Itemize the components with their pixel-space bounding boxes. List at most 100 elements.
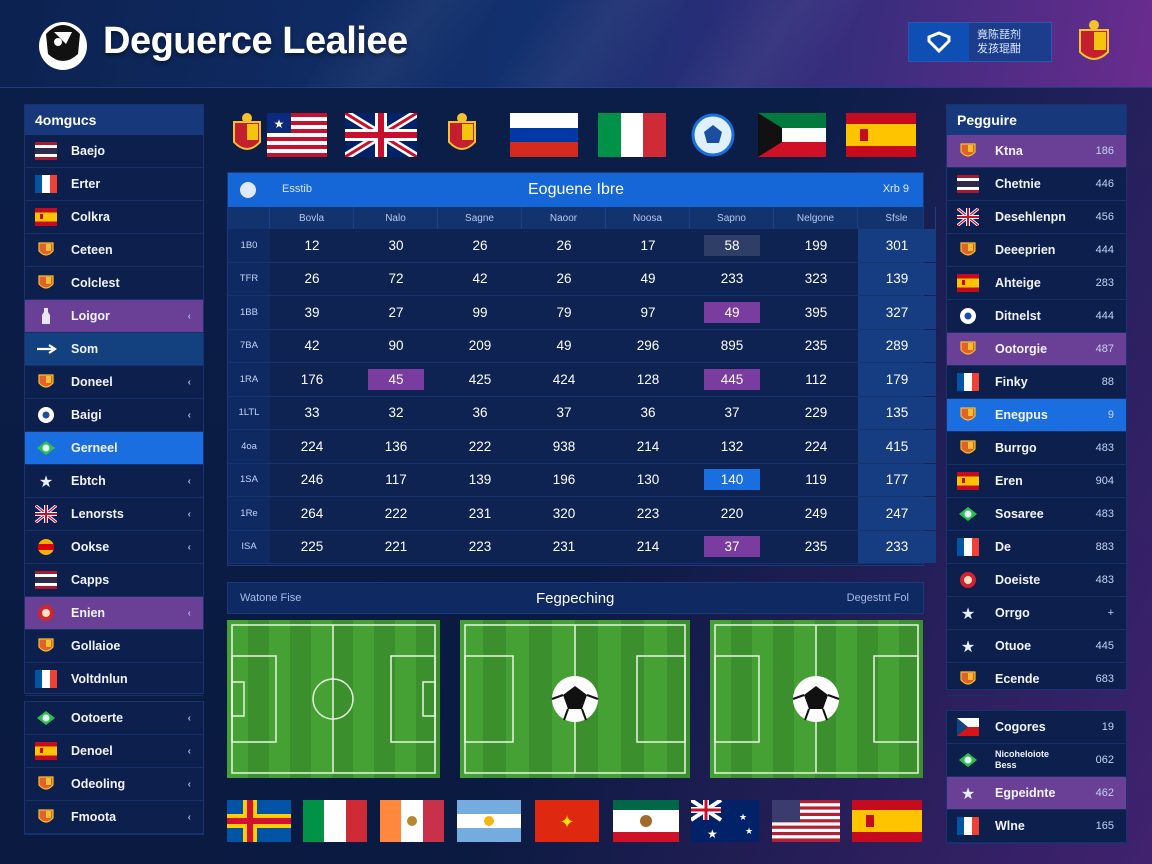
flag-aland-icon[interactable]	[227, 800, 291, 842]
table-column-header[interactable]: Sapno	[690, 207, 774, 229]
table-row[interactable]: 1RA 176 45 425 424 128 445 112 179	[228, 363, 936, 397]
sidebar-item[interactable]: ★ Orrgo +	[947, 597, 1126, 630]
flag-italy-icon[interactable]	[598, 113, 666, 157]
sidebar-item[interactable]: Odeoling ‹	[25, 768, 203, 801]
flag-china-icon[interactable]: ✦	[535, 800, 599, 842]
table-column-header[interactable]: Nelgone	[774, 207, 858, 229]
flag-liberia-icon[interactable]: ★	[267, 113, 327, 157]
sidebar-item[interactable]: Wlne 165	[947, 810, 1126, 843]
sidebar-item[interactable]: Ootoerte ‹	[25, 702, 203, 735]
sidebar-item[interactable]: Nicoheloiote Bess 062	[947, 744, 1126, 777]
chevron-left-icon[interactable]: ‹	[187, 475, 191, 487]
language-selector[interactable]: 竟陈琵剂 发孩琨酣	[908, 22, 1052, 62]
table-column-header[interactable]	[228, 207, 270, 229]
flag-usa-icon[interactable]	[772, 800, 840, 842]
chevron-left-icon[interactable]: ‹	[187, 745, 191, 757]
sidebar-item[interactable]: Colclest	[25, 267, 203, 300]
sidebar-item[interactable]: Cogores 19	[947, 711, 1126, 744]
sidebar-item[interactable]: Ecende 683	[947, 663, 1126, 696]
table-row[interactable]: 1SA 246 117 139 196 130 140 119 177	[228, 463, 936, 497]
sidebar-item[interactable]: Denoel ‹	[25, 735, 203, 768]
sidebar-item[interactable]: Ktna 186	[947, 135, 1126, 168]
table-row[interactable]: 1BB 39 27 99 79 97 49 395 327	[228, 296, 936, 330]
flag-spain-icon[interactable]	[846, 113, 916, 157]
sidebar-item[interactable]: Voltdnlun	[25, 663, 203, 696]
sidebar-item[interactable]: Colkra	[25, 201, 203, 234]
sidebar-item[interactable]: Lenorsts ‹	[25, 498, 203, 531]
flag-mexico-icon[interactable]	[613, 800, 679, 842]
flag-argentina-icon[interactable]	[457, 800, 521, 842]
chevron-left-icon[interactable]: ‹	[187, 310, 191, 322]
flag-uk-icon[interactable]	[345, 113, 417, 157]
chevron-left-icon[interactable]: ‹	[187, 607, 191, 619]
sidebar-item[interactable]: Fmoota ‹	[25, 801, 203, 834]
spain-crest-icon[interactable]	[230, 112, 264, 158]
sidebar-item[interactable]: Doeiste 483	[947, 564, 1126, 597]
table-column-header[interactable]: Sagne	[438, 207, 522, 229]
table-row[interactable]: TFR 26 72 42 26 49 233 323 139	[228, 262, 936, 296]
spain-crest-icon[interactable]	[445, 112, 479, 158]
sidebar-item[interactable]: De 883	[947, 531, 1126, 564]
flag-russia-icon[interactable]	[510, 113, 578, 157]
sidebar-item[interactable]: Doneel ‹	[25, 366, 203, 399]
sidebar-item[interactable]: ★ Ebtch ‹	[25, 465, 203, 498]
sidebar-item[interactable]: Baejo	[25, 135, 203, 168]
table-row[interactable]: 1Re 264 222 231 320 223 220 249 247	[228, 497, 936, 531]
sidebar-item[interactable]: Sosaree 483	[947, 498, 1126, 531]
logo-icon[interactable]	[36, 14, 90, 72]
sidebar-item[interactable]: Ookse ‹	[25, 531, 203, 564]
pitch-bar-right[interactable]: Degestnt Fol	[846, 592, 909, 604]
pitch-field-1[interactable]	[227, 620, 440, 778]
table-row[interactable]: 7BA 42 90 209 49 296 895 235 289	[228, 329, 936, 363]
ball-badge-icon[interactable]	[690, 112, 736, 158]
sidebar-item[interactable]: Gerneel	[25, 432, 203, 465]
sidebar-item[interactable]: ★ Otuoe 445	[947, 630, 1126, 663]
chevron-left-icon[interactable]: ‹	[187, 409, 191, 421]
sidebar-item[interactable]: Deeeprien 444	[947, 234, 1126, 267]
sidebar-item[interactable]: Ditnelst 444	[947, 300, 1126, 333]
pitch-field-2[interactable]	[460, 620, 690, 778]
chevron-left-icon[interactable]: ‹	[187, 712, 191, 724]
table-row[interactable]: 4oa 224 136 222 938 214 132 224 415	[228, 430, 936, 464]
flag-spain-icon[interactable]	[852, 800, 922, 842]
sidebar-item[interactable]: Ootorgie 487	[947, 333, 1126, 366]
flag-ireland-icon[interactable]	[380, 800, 444, 842]
table-row[interactable]: 1LTL 33 32 36 37 36 37 229 135	[228, 396, 936, 430]
pitch-field-3[interactable]	[710, 620, 923, 778]
sidebar-item[interactable]: Finky 88	[947, 366, 1126, 399]
chevron-left-icon[interactable]: ‹	[187, 376, 191, 388]
table-column-header[interactable]: Bovla	[270, 207, 354, 229]
table-column-header[interactable]: Sfsle	[858, 207, 936, 229]
sidebar-item[interactable]: Gollaioe	[25, 630, 203, 663]
sidebar-item[interactable]: Ceteen	[25, 234, 203, 267]
sidebar-item[interactable]: Erter	[25, 168, 203, 201]
sidebar-item[interactable]: Loigor ‹	[25, 300, 203, 333]
sidebar-item[interactable]: Enien ‹	[25, 597, 203, 630]
table-column-header[interactable]: Noosa	[606, 207, 690, 229]
pitch-bar-left[interactable]: Watone Fise	[240, 592, 302, 604]
sidebar-item[interactable]: Som	[25, 333, 203, 366]
crest-icon[interactable]	[1076, 18, 1112, 68]
sidebar-item[interactable]: Baigi ‹	[25, 399, 203, 432]
sidebar-item[interactable]: Chetnie 446	[947, 168, 1126, 201]
table-column-header[interactable]: Naoor	[522, 207, 606, 229]
chevron-left-icon[interactable]: ‹	[187, 811, 191, 823]
chevron-left-icon[interactable]: ‹	[187, 778, 191, 790]
table-column-header[interactable]: Nalo	[354, 207, 438, 229]
flag-italy-icon[interactable]	[303, 800, 367, 842]
sidebar-item[interactable]: Ahteige 283	[947, 267, 1126, 300]
flag-kuwait-icon[interactable]	[758, 113, 826, 157]
table-cell-value: 12	[304, 237, 320, 253]
sidebar-item[interactable]: ★ Egpeidnte 462	[947, 777, 1126, 810]
sidebar-item[interactable]: Enegpus 9	[947, 399, 1126, 432]
table-right-label[interactable]: Xrb 9	[882, 183, 909, 195]
chevron-left-icon[interactable]: ‹	[187, 541, 191, 553]
sidebar-item[interactable]: Capps	[25, 564, 203, 597]
sidebar-item[interactable]: Eren 904	[947, 465, 1126, 498]
sidebar-item[interactable]: Desehlenpn 456	[947, 201, 1126, 234]
table-row[interactable]: ISA 225 221 223 231 214 37 235 233	[228, 530, 936, 564]
chevron-left-icon[interactable]: ‹	[187, 508, 191, 520]
flag-australia-icon[interactable]: ★ ★ ★	[691, 800, 759, 842]
sidebar-item[interactable]: Burrgo 483	[947, 432, 1126, 465]
table-row[interactable]: 1B0 12 30 26 26 17 58 199 301	[228, 229, 936, 263]
